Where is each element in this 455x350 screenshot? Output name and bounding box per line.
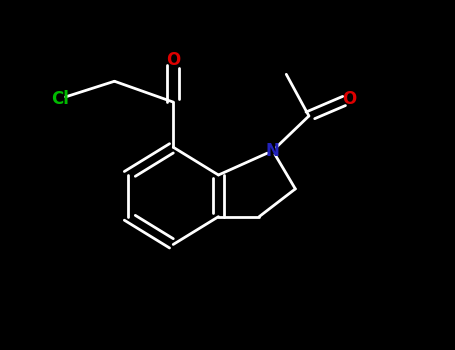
Text: O: O — [343, 90, 357, 107]
Text: O: O — [166, 51, 180, 69]
Text: Cl: Cl — [51, 90, 69, 107]
Text: N: N — [266, 142, 280, 160]
